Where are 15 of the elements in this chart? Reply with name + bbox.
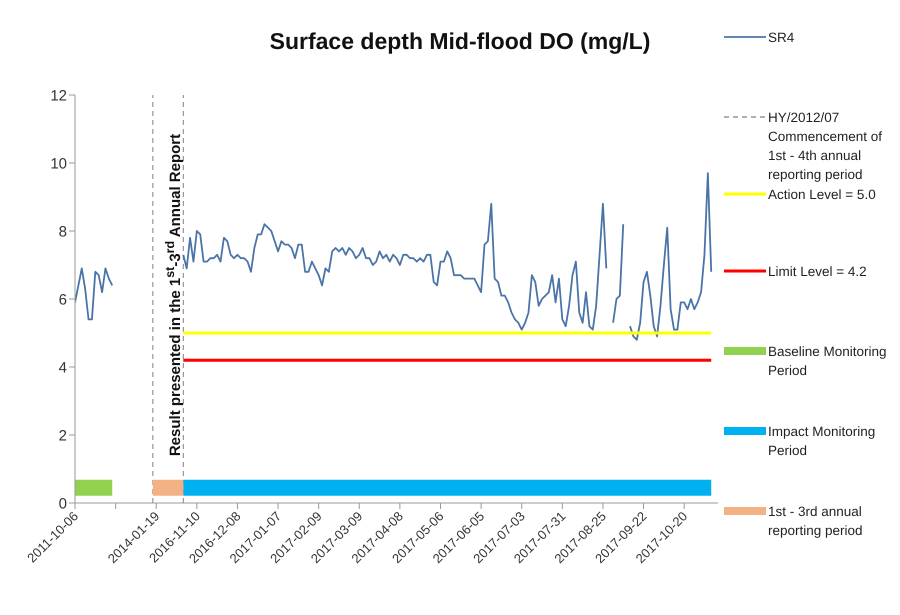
legend-label: Impact Monitoring Period [768,423,876,460]
text: HY/2012/07 Commencement of 1st - 4th annual reporting period [768,109,884,184]
y-tick-label: 0 [58,495,67,512]
y-tick-label: 6 [58,291,67,308]
y-tick-label: 2 [58,427,67,444]
legend-label: Baseline Monitoring Period [768,343,888,380]
y-tick-label: 4 [58,359,67,376]
y-tick-label: 12 [50,87,67,104]
chart-title: Surface depth Mid-flood DO (mg/L) [270,28,650,54]
y-tick-label: 10 [50,155,67,172]
y-tick-label: 8 [58,223,67,240]
legend-label: 1st - 3rd annual reporting period [768,503,864,540]
legend-label: Action Level = 5.0 [768,186,877,204]
legend-label: Limit Level = 4.2 [768,263,868,281]
legend-label: SR4 [768,29,796,47]
